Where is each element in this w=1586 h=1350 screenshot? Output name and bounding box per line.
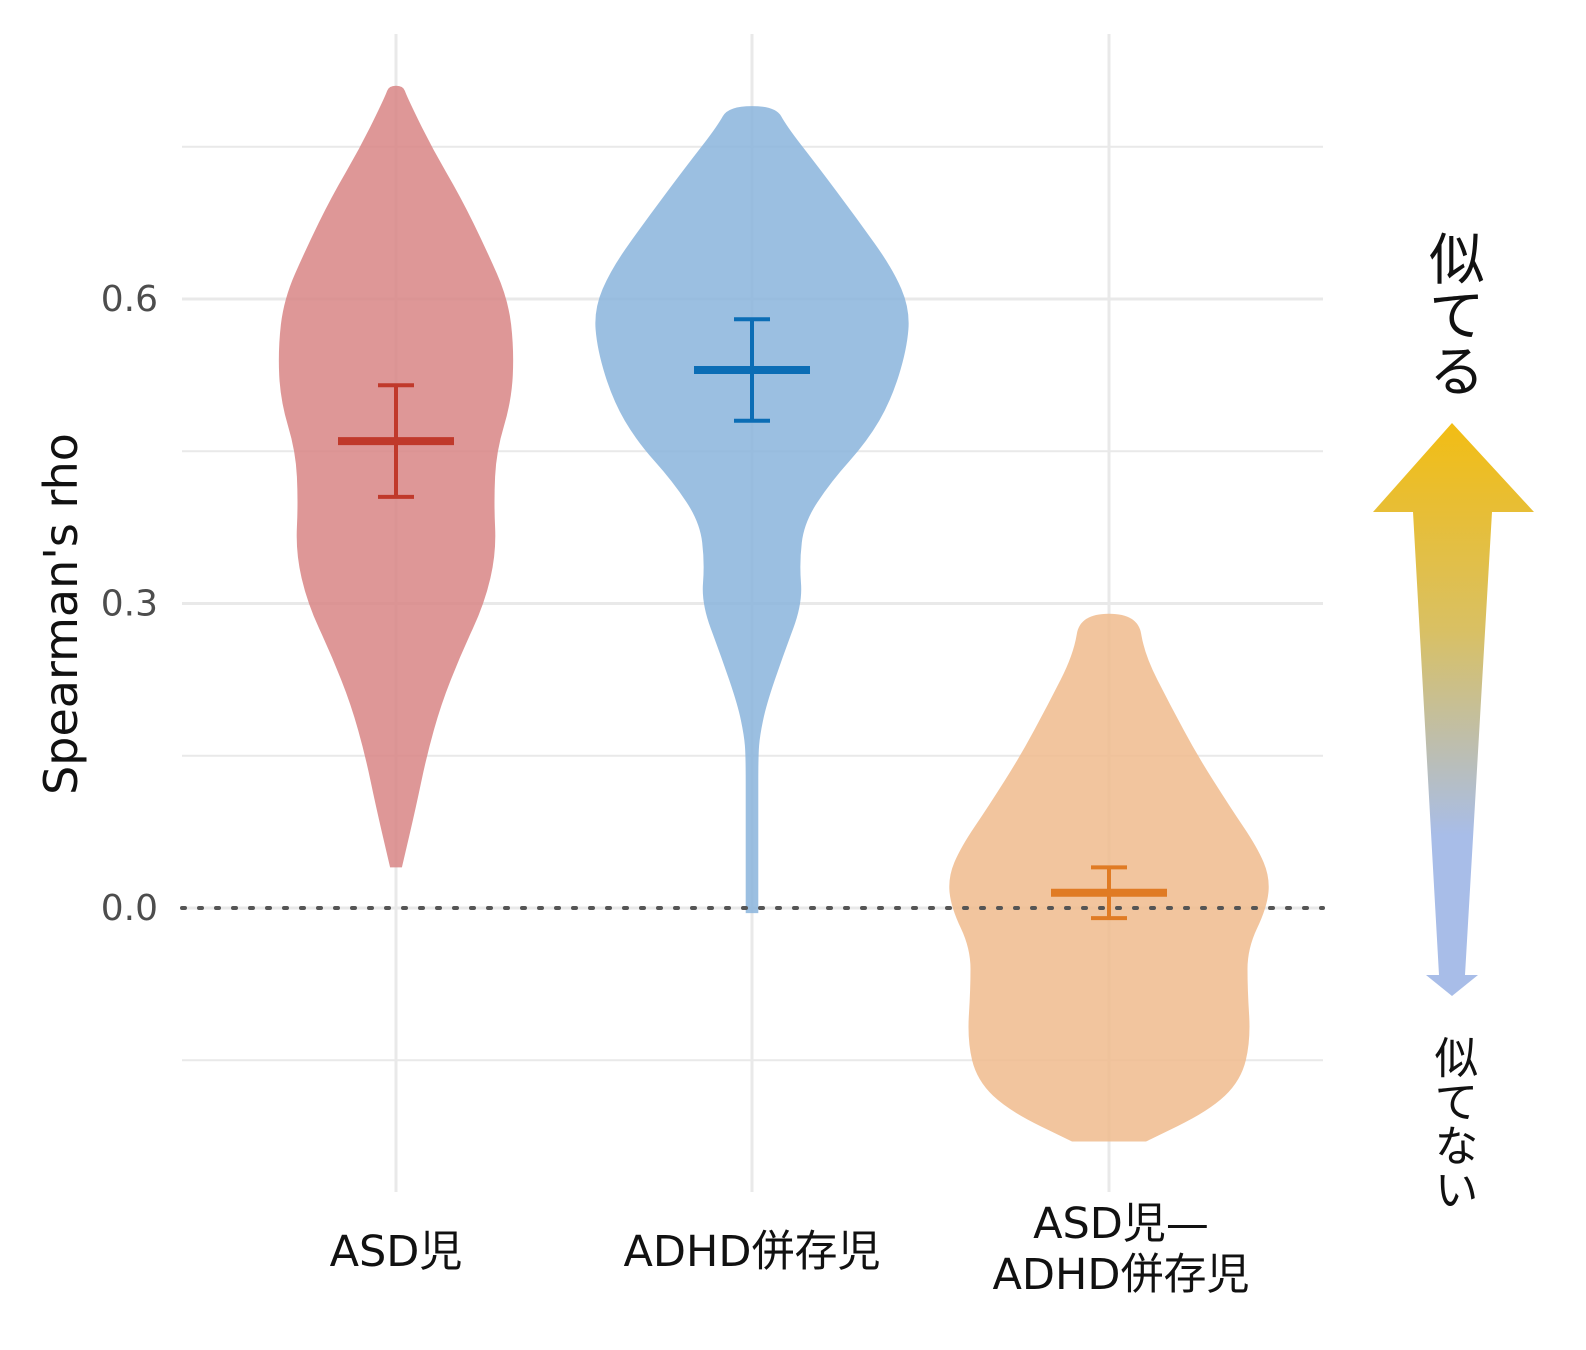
y-tick-labels: 0.0 0.3 0.6 bbox=[101, 279, 158, 929]
error-bars bbox=[338, 317, 1167, 921]
violin-1 bbox=[595, 106, 909, 914]
category-label-1-0: ADHD併存児 bbox=[624, 1227, 881, 1277]
y-tick-label-2: 0.6 bbox=[101, 279, 158, 320]
y-axis-title: Spearman's rho bbox=[34, 433, 88, 795]
error-bar-2 bbox=[1051, 865, 1167, 921]
category-label-2-1: ADHD併存児 bbox=[993, 1250, 1250, 1300]
error-bar-1 bbox=[694, 317, 810, 423]
violins bbox=[278, 85, 1269, 1142]
similarity-arrow bbox=[1373, 423, 1534, 996]
y-tick-label-1: 0.3 bbox=[101, 584, 158, 625]
similar-label: 似てる bbox=[1420, 230, 1485, 398]
category-label-0-0: ASD児 bbox=[330, 1227, 463, 1277]
similarity-indicator: 似てる 似てない bbox=[1373, 230, 1534, 1211]
not-similar-label: 似てない bbox=[1427, 1035, 1479, 1211]
category-label-2-0: ASD児— bbox=[1033, 1199, 1209, 1249]
error-bar-0 bbox=[338, 383, 454, 499]
y-tick-label-0: 0.0 bbox=[101, 888, 158, 929]
